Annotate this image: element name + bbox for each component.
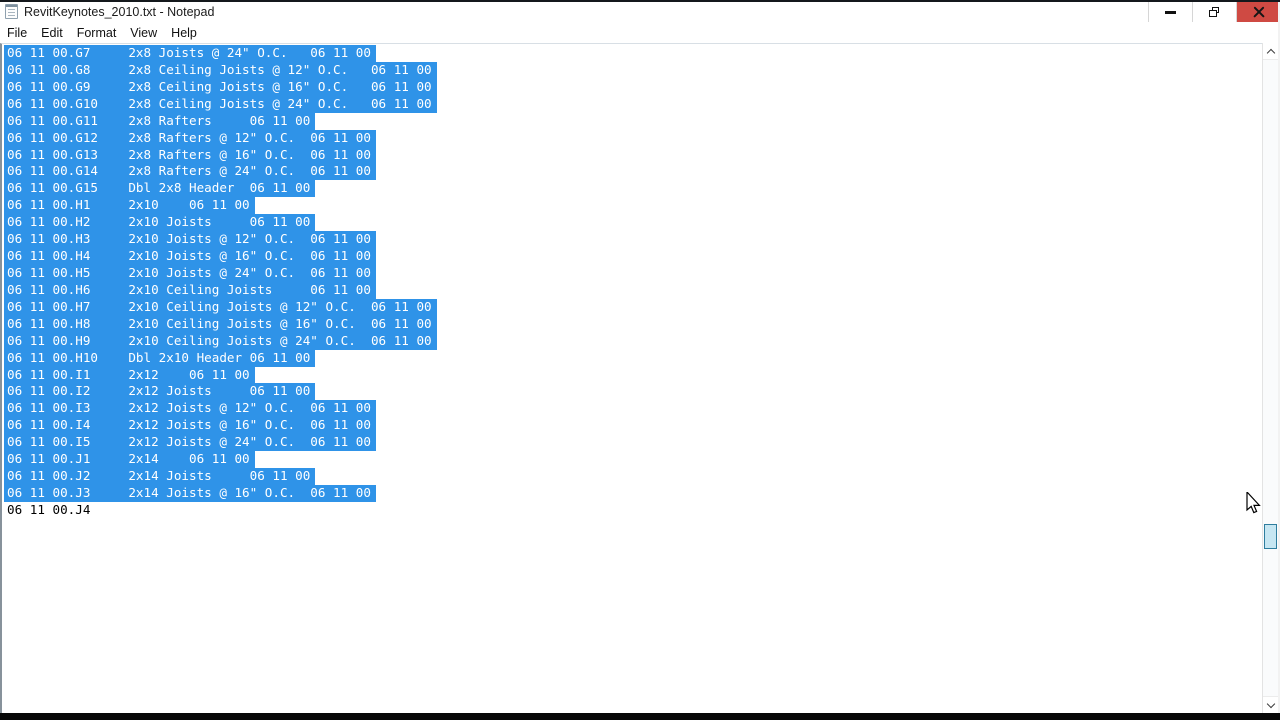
keynote-line[interactable]: 06 11 00.G10 2x8 Ceiling Joists @ 24" O.… [4, 95, 437, 113]
keynote-line[interactable]: 06 11 00.H8 2x10 Ceiling Joists @ 16" O.… [4, 315, 437, 333]
notepad-icon [5, 4, 18, 19]
title-bar: RevitKeynotes_2010.txt - Notepad [0, 2, 1280, 22]
chevron-up-icon [1266, 48, 1275, 57]
keynote-line[interactable]: 06 11 00.H3 2x10 Joists @ 12" O.C. 06 11… [4, 231, 437, 249]
vertical-scrollbar[interactable] [1262, 43, 1278, 713]
keynote-line[interactable]: 06 11 00.G15 Dbl 2x8 Header 06 11 00 [4, 180, 437, 198]
letterbox-bottom [0, 713, 1280, 720]
minimize-button[interactable] [1148, 2, 1192, 22]
restore-icon [1209, 7, 1220, 17]
chevron-down-icon [1266, 699, 1275, 709]
keynote-line[interactable]: 06 11 00.G12 2x8 Rafters @ 12" O.C. 06 1… [4, 129, 437, 147]
keynote-line[interactable]: 06 11 00.G9 2x8 Ceiling Joists @ 16" O.C… [4, 78, 437, 96]
keynote-line[interactable]: 06 11 00.G7 2x8 Joists @ 24" O.C. 06 11 … [4, 45, 437, 62]
keynote-line[interactable]: 06 11 00.H7 2x10 Ceiling Joists @ 12" O.… [4, 298, 437, 316]
menu-bar: File Edit Format View Help [0, 22, 1280, 43]
keynote-line[interactable]: 06 11 00.I5 2x12 Joists @ 24" O.C. 06 11… [4, 434, 437, 452]
text-editor-area[interactable]: 06 11 00.G7 2x8 Joists @ 24" O.C. 06 11 … [0, 43, 1262, 713]
keynote-line[interactable]: 06 11 00.J4 [7, 501, 91, 517]
menu-help[interactable]: Help [171, 25, 197, 40]
keynote-line[interactable]: 06 11 00.G14 2x8 Rafters @ 24" O.C. 06 1… [4, 163, 437, 181]
restore-button[interactable] [1192, 2, 1236, 22]
menu-file[interactable]: File [7, 25, 28, 40]
window-controls [1148, 2, 1280, 22]
keynote-line[interactable]: 06 11 00.J1 2x14 06 11 00 [4, 451, 437, 469]
close-button[interactable] [1236, 2, 1280, 22]
keynote-line[interactable]: 06 11 00.H5 2x10 Joists @ 24" O.C. 06 11… [4, 264, 437, 282]
keynote-line[interactable]: 06 11 00.G13 2x8 Rafters @ 16" O.C. 06 1… [4, 146, 437, 164]
text-editor[interactable]: 06 11 00.G7 2x8 Joists @ 24" O.C. 06 11 … [4, 45, 437, 519]
keynote-line[interactable]: 06 11 00.H6 2x10 Ceiling Joists 06 11 00 [4, 281, 437, 299]
window-title: RevitKeynotes_2010.txt - Notepad [24, 5, 215, 19]
keynote-line[interactable]: 06 11 00.I1 2x12 06 11 00 [4, 366, 437, 384]
close-icon [1252, 6, 1265, 18]
letterbox-top [0, 0, 1280, 2]
keynote-line[interactable]: 06 11 00.H10 Dbl 2x10 Header 06 11 00 [4, 349, 437, 367]
keynote-line[interactable]: 06 11 00.J3 2x14 Joists @ 16" O.C. 06 11… [4, 484, 437, 502]
scroll-down-button[interactable] [1263, 696, 1278, 713]
keynote-line[interactable]: 06 11 00.H1 2x10 06 11 00 [4, 197, 437, 215]
keynote-line[interactable]: 06 11 00.H2 2x10 Joists 06 11 00 [4, 214, 437, 232]
minimize-icon [1165, 10, 1176, 14]
keynote-line[interactable]: 06 11 00.J2 2x14 Joists 06 11 00 [4, 468, 437, 485]
scroll-up-button[interactable] [1263, 43, 1278, 60]
keynote-line[interactable]: 06 11 00.H9 2x10 Ceiling Joists @ 24" O.… [4, 332, 437, 350]
menu-view[interactable]: View [130, 25, 158, 40]
menu-format[interactable]: Format [76, 25, 117, 40]
keynote-line[interactable]: 06 11 00.G8 2x8 Ceiling Joists @ 12" O.C… [4, 61, 437, 79]
keynote-line[interactable]: 06 11 00.I3 2x12 Joists @ 12" O.C. 06 11… [4, 400, 437, 418]
keynote-line[interactable]: 06 11 00.I4 2x12 Joists @ 16" O.C. 06 11… [4, 417, 437, 435]
keynote-line[interactable]: 06 11 00.I2 2x12 Joists 06 11 00 [4, 383, 437, 401]
menu-edit[interactable]: Edit [41, 25, 63, 40]
keynote-line[interactable]: 06 11 00.H4 2x10 Joists @ 16" O.C. 06 11… [4, 248, 437, 265]
window-right-edge [1278, 2, 1280, 713]
scrollbar-thumb[interactable] [1264, 524, 1277, 549]
keynote-line[interactable]: 06 11 00.G11 2x8 Rafters 06 11 00 [4, 112, 437, 130]
